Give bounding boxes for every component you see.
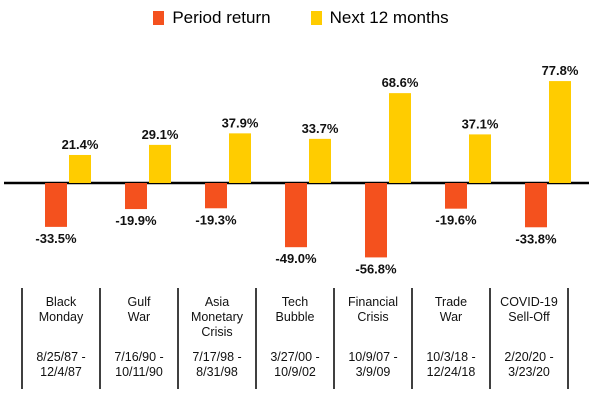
event-date-line-asia-monetary-crisis: 7/17/98 - [192, 350, 241, 364]
bar-period-return-financial-crisis [365, 183, 387, 258]
event-name-line-trade-war: War [440, 310, 462, 324]
event-date-line-covid-19-sell-off: 3/23/20 [508, 365, 550, 379]
bar-next-12-months-gulf-war [149, 144, 171, 183]
event-name-line-black-monday: Monday [39, 310, 84, 324]
legend-swatch-next-12-months [310, 11, 322, 25]
event-date-line-asia-monetary-crisis: 8/31/98 [196, 365, 238, 379]
event-name-line-gulf-war: War [128, 310, 150, 324]
chart-legend: Period return Next 12 months [0, 8, 602, 28]
event-name-line-financial-crisis: Financial [348, 295, 398, 309]
bar-next-12-months-black-monday [69, 154, 91, 183]
data-label-period-return-black-monday: -33.5% [35, 231, 77, 246]
event-date-line-financial-crisis: 3/9/09 [356, 365, 391, 379]
data-label-period-return-tech-bubble: -49.0% [275, 251, 317, 266]
event-name-line-financial-crisis: Crisis [357, 310, 388, 324]
event-date-line-tech-bubble: 3/27/00 - [270, 350, 319, 364]
data-label-next-12-months-tech-bubble: 33.7% [302, 121, 339, 136]
bar-period-return-gulf-war [125, 183, 147, 210]
event-name-line-black-monday: Black [46, 295, 77, 309]
event-date-line-black-monday: 12/4/87 [40, 365, 82, 379]
event-name-line-tech-bubble: Bubble [276, 310, 315, 324]
event-date-line-trade-war: 10/3/18 - [426, 350, 475, 364]
bar-next-12-months-covid-19-sell-off [549, 81, 571, 183]
legend-label-period-return: Period return [172, 8, 271, 27]
data-label-next-12-months-black-monday: 21.4% [62, 137, 99, 152]
bar-period-return-covid-19-sell-off [525, 183, 547, 228]
event-name-line-tech-bubble: Tech [282, 295, 308, 309]
bar-next-12-months-financial-crisis [389, 93, 411, 183]
event-date-line-gulf-war: 7/16/90 - [114, 350, 163, 364]
bar-next-12-months-trade-war [469, 134, 491, 183]
event-date-line-trade-war: 12/24/18 [427, 365, 476, 379]
event-name-line-covid-19-sell-off: Sell-Off [508, 310, 550, 324]
bar-period-return-black-monday [45, 183, 67, 227]
event-name-line-asia-monetary-crisis: Monetary [191, 310, 244, 324]
event-date-line-tech-bubble: 10/9/02 [274, 365, 316, 379]
bar-period-return-trade-war [445, 183, 467, 209]
bar-next-12-months-tech-bubble [309, 138, 331, 183]
bar-next-12-months-asia-monetary-crisis [229, 133, 251, 183]
bar-period-return-tech-bubble [285, 183, 307, 248]
legend-item-period-return: Period return [153, 8, 271, 28]
legend-swatch-period-return [153, 11, 165, 25]
data-label-period-return-trade-war: -19.6% [435, 213, 477, 228]
data-label-next-12-months-covid-19-sell-off: 77.8% [542, 63, 579, 78]
data-label-next-12-months-financial-crisis: 68.6% [382, 75, 419, 90]
legend-label-next-12-months: Next 12 months [329, 8, 449, 27]
event-date-line-covid-19-sell-off: 2/20/20 - [504, 350, 553, 364]
legend-item-next-12-months: Next 12 months [310, 8, 449, 28]
bar-period-return-asia-monetary-crisis [205, 183, 227, 209]
data-label-period-return-asia-monetary-crisis: -19.3% [195, 212, 237, 227]
event-name-line-asia-monetary-crisis: Crisis [201, 325, 232, 339]
event-date-line-financial-crisis: 10/9/07 - [348, 350, 397, 364]
event-date-line-gulf-war: 10/11/90 [115, 365, 163, 379]
event-name-line-asia-monetary-crisis: Asia [205, 295, 229, 309]
data-label-next-12-months-trade-war: 37.1% [462, 116, 499, 131]
data-label-next-12-months-asia-monetary-crisis: 37.9% [222, 115, 259, 130]
data-label-next-12-months-gulf-war: 29.1% [142, 127, 179, 142]
data-label-period-return-covid-19-sell-off: -33.8% [515, 231, 557, 246]
event-name-line-gulf-war: Gulf [128, 295, 151, 309]
event-name-line-covid-19-sell-off: COVID-19 [500, 295, 558, 309]
data-label-period-return-gulf-war: -19.9% [115, 213, 157, 228]
event-name-line-trade-war: Trade [435, 295, 467, 309]
data-label-period-return-financial-crisis: -56.8% [355, 261, 397, 276]
event-date-line-black-monday: 8/25/87 - [36, 350, 85, 364]
